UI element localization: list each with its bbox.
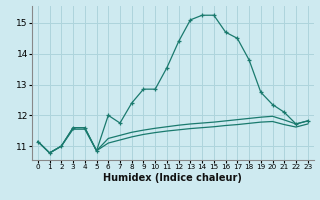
- X-axis label: Humidex (Indice chaleur): Humidex (Indice chaleur): [103, 173, 242, 183]
